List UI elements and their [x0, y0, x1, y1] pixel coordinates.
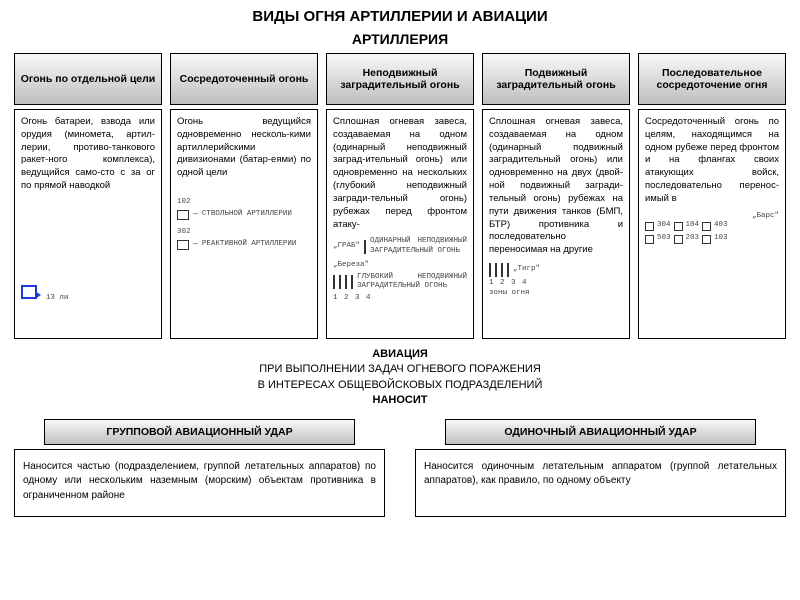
sketch-label: „Тигр"	[513, 265, 540, 275]
sketch-diagram: 102 — СТВОЛЬНОЙ АРТИЛЛЕРИИ 302 — РЕАКТИВ…	[177, 198, 311, 250]
card-text: Сплошная огневая завеса, создаваемая на …	[489, 116, 623, 257]
card-text: Сосредоточенный огонь по целям, находящи…	[645, 116, 779, 206]
card-fixed-barrage: Неподвижный заградительный огонь Сплошна…	[326, 53, 474, 339]
card-header: Неподвижный заградительный огонь	[326, 53, 474, 105]
square-icon	[177, 210, 189, 220]
sketch-label: СТВОЛЬНОЙ АРТИЛЛЕРИИ	[202, 210, 292, 220]
grid-num: 304	[657, 221, 671, 231]
card-text: Огонь батареи, взвода или орудия (миноме…	[21, 116, 155, 193]
card-header: Подвижный заградительный огонь	[482, 53, 630, 105]
sketch-label: 13 ли	[46, 294, 69, 302]
sketch-diagram: „Барс" 304 104 403 503 203 103	[645, 212, 779, 244]
grid-num: 104	[686, 221, 700, 231]
grid-num: 503	[657, 234, 671, 244]
aviation-cards-row: ГРУППОВОЙ АВИАЦИОННЫЙ УДАР Наносится час…	[14, 419, 786, 517]
sketch-label: „ГРАБ"	[333, 242, 360, 252]
sketch-label: „Береза"	[333, 261, 369, 271]
aviation-block: АВИАЦИЯ ПРИ ВЫПОЛНЕНИИ ЗАДАЧ ОГНЕВОГО ПО…	[14, 347, 786, 409]
sketch-icon: 13 ли	[21, 285, 68, 304]
main-title: ВИДЫ ОГНЯ АРТИЛЛЕРИИ И АВИАЦИИ	[14, 8, 786, 25]
card-header: Сосредоточенный огонь	[170, 53, 318, 105]
grid-num: 203	[686, 234, 700, 244]
card-concentrated: Сосредоточенный огонь Огонь ведущийся од…	[170, 53, 318, 339]
axis-numbers: 1 2 3 4	[333, 294, 467, 304]
card-body: Наносится одиночным летательным аппарато…	[415, 449, 786, 517]
square-icon	[177, 240, 189, 250]
sketch-sub: ОДИНАРНЫЙ НЕПОДВИЖНЫЙ ЗАГРАДИТЕЛЬНЫЙ ОГО…	[370, 237, 467, 257]
sketch-label: „Барс"	[645, 212, 779, 222]
grid-num: 403	[714, 221, 728, 231]
sketch-diagram: „ГРАБ" ОДИНАРНЫЙ НЕПОДВИЖНЫЙ ЗАГРАДИТЕЛЬ…	[333, 237, 467, 304]
card-mobile-barrage: Подвижный заградительный огонь Сплошная …	[482, 53, 630, 339]
card-group-strike: ГРУППОВОЙ АВИАЦИОННЫЙ УДАР Наносится час…	[14, 419, 385, 517]
card-body: Сплошная огневая завеса, создаваемая на …	[326, 109, 474, 339]
grid-num: 103	[714, 234, 728, 244]
card-body: Сосредоточенный огонь по целям, находящи…	[638, 109, 786, 339]
sketch-num: 102	[177, 198, 191, 208]
card-body: Огонь батареи, взвода или орудия (миноме…	[14, 109, 162, 339]
card-text: Огонь ведущийся одновременно несколь-ким…	[177, 116, 311, 180]
artillery-cards-row: Огонь по отдельной цели Огонь батареи, в…	[14, 53, 786, 339]
card-header: ОДИНОЧНЫЙ АВИАЦИОННЫЙ УДАР	[445, 419, 756, 445]
aviation-title: АВИАЦИЯ	[14, 347, 786, 362]
artillery-title: АРТИЛЛЕРИЯ	[14, 31, 786, 47]
card-sequential: Последовательное сосредоточение огня Сос…	[638, 53, 786, 339]
card-text: Сплошная огневая завеса, создаваемая на …	[333, 116, 467, 231]
card-single-target: Огонь по отдельной цели Огонь батареи, в…	[14, 53, 162, 339]
card-body: Огонь ведущийся одновременно несколь-ким…	[170, 109, 318, 339]
aviation-line2: ПРИ ВЫПОЛНЕНИИ ЗАДАЧ ОГНЕВОГО ПОРАЖЕНИЯ	[14, 362, 786, 377]
aviation-line4: НАНОСИТ	[14, 393, 786, 408]
card-body: Наносится частью (подразделением, группо…	[14, 449, 385, 517]
aviation-line3: В ИНТЕРЕСАХ ОБЩЕВОЙСКОВЫХ ПОДРАЗДЕЛЕНИЙ	[14, 378, 786, 393]
sketch-diagram: „Тигр" 1 2 3 4 зоны огня	[489, 263, 623, 299]
blue-square-icon	[21, 285, 37, 299]
card-single-strike: ОДИНОЧНЫЙ АВИАЦИОННЫЙ УДАР Наносится оди…	[415, 419, 786, 517]
sketch-footer: зоны огня	[489, 289, 623, 299]
sketch-sub: ГЛУБОКИЙ НЕПОДВИЖНЫЙ ЗАГРАДИТЕЛЬНЫЙ ОГОН…	[357, 273, 467, 293]
sketch-num: 302	[177, 228, 191, 238]
card-header: Последовательное сосредоточение огня	[638, 53, 786, 105]
card-body: Сплошная огневая завеса, создаваемая на …	[482, 109, 630, 339]
sketch-label: РЕАКТИВНОЙ АРТИЛЛЕРИИ	[202, 240, 297, 250]
card-header: Огонь по отдельной цели	[14, 53, 162, 105]
card-header: ГРУППОВОЙ АВИАЦИОННЫЙ УДАР	[44, 419, 355, 445]
axis-numbers: 1 2 3 4	[489, 279, 623, 289]
